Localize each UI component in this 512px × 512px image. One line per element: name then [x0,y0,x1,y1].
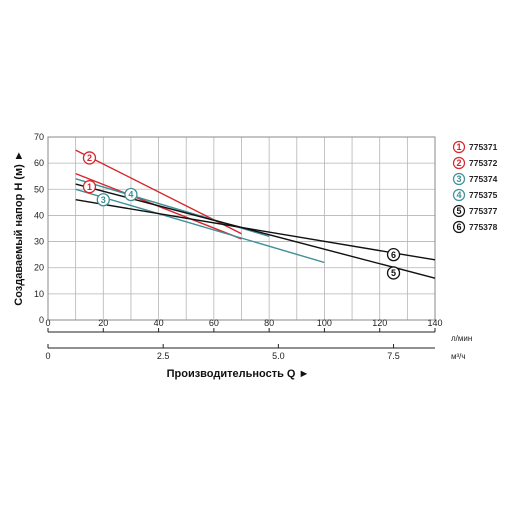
series-line-775378 [75,199,436,261]
y-tick-label: 40 [34,210,44,220]
y-tick-label: 20 [34,263,44,273]
y-tick-label: 70 [34,132,44,142]
series-line-775377 [75,183,436,279]
legend: 1 775371 2 775372 3 775374 4 775375 5 775377 6 7753… [452,140,498,234]
legend-marker-6 [452,220,466,234]
series-marker-5 [386,266,401,280]
legend-entry-label: 775377 [469,206,498,216]
legend-marker-5 [452,204,466,218]
x-tick-label-m3h: 7.5 [387,351,400,361]
x-axis-title: Производительность Q ► [167,368,310,380]
x-tick-label-lmin: 20 [98,318,108,328]
series-marker-1 [82,180,97,194]
x-tick-label-lmin: 80 [264,318,274,328]
legend-entry-label: 775371 [469,142,498,152]
series-marker-label: 6 [391,250,396,260]
x-tick-label-lmin: 0 [45,318,50,328]
series-line-775374 [75,188,325,264]
x-tick-label-lmin: 140 [427,318,442,328]
y-tick-label: 0 [39,315,44,325]
x-tick-label-lmin: 60 [209,318,219,328]
plot-frame [47,136,436,321]
y-tick-label: 60 [34,158,44,168]
series-marker-label: 2 [87,153,92,163]
y-axis-title: Создаваемый напор H (м) ► [13,150,25,305]
series-marker-label: 3 [101,195,106,205]
legend-entry-label: 775372 [469,158,498,168]
series-marker-label: 1 [87,182,92,192]
y-tick-label: 10 [34,289,44,299]
legend-entry-label: 775378 [469,222,498,232]
legend-marker-label: 3 [456,174,461,184]
legend-marker-2 [452,156,466,170]
x-tick-label-lmin: 100 [317,318,332,328]
legend-marker-label: 1 [456,142,461,152]
x-tick-label-m3h: 2.5 [157,351,170,361]
legend-marker-3 [452,172,466,186]
x-unit-lmin: л/мин [451,334,472,343]
series-markers: 1 2 3 4 5 6 [82,151,401,280]
x-tick-label-lmin: 120 [372,318,387,328]
legend-entry-label: 775374 [469,174,498,184]
series-marker-3 [96,193,110,207]
legend-marker-label: 2 [456,158,461,168]
legend-marker-4 [452,188,466,202]
y-tick-label: 50 [34,184,44,194]
y-tick-label: 30 [34,237,44,247]
series-marker-label: 4 [128,190,133,200]
legend-marker-label: 5 [456,206,461,216]
x-tick-label-m3h: 5.0 [272,351,285,361]
x-tick-label-m3h: 0 [45,351,50,361]
series-lines [75,149,436,279]
legend-marker-1 [452,140,466,154]
series-marker-2 [82,151,97,165]
legend-marker-label: 4 [456,190,461,200]
series-marker-4 [124,187,138,202]
legend-entry-label: 775375 [469,190,498,200]
legend-marker-label: 6 [456,222,461,232]
x-unit-m3h: м³/ч [451,352,466,361]
series-marker-6 [386,247,401,262]
x-tick-label-lmin: 40 [154,318,164,328]
series-marker-label: 5 [391,268,396,278]
axes: 0 10 20 30 40 50 60 70 0 20 40 60 80 100 120 140 0 2.5 5.0… [34,132,443,361]
